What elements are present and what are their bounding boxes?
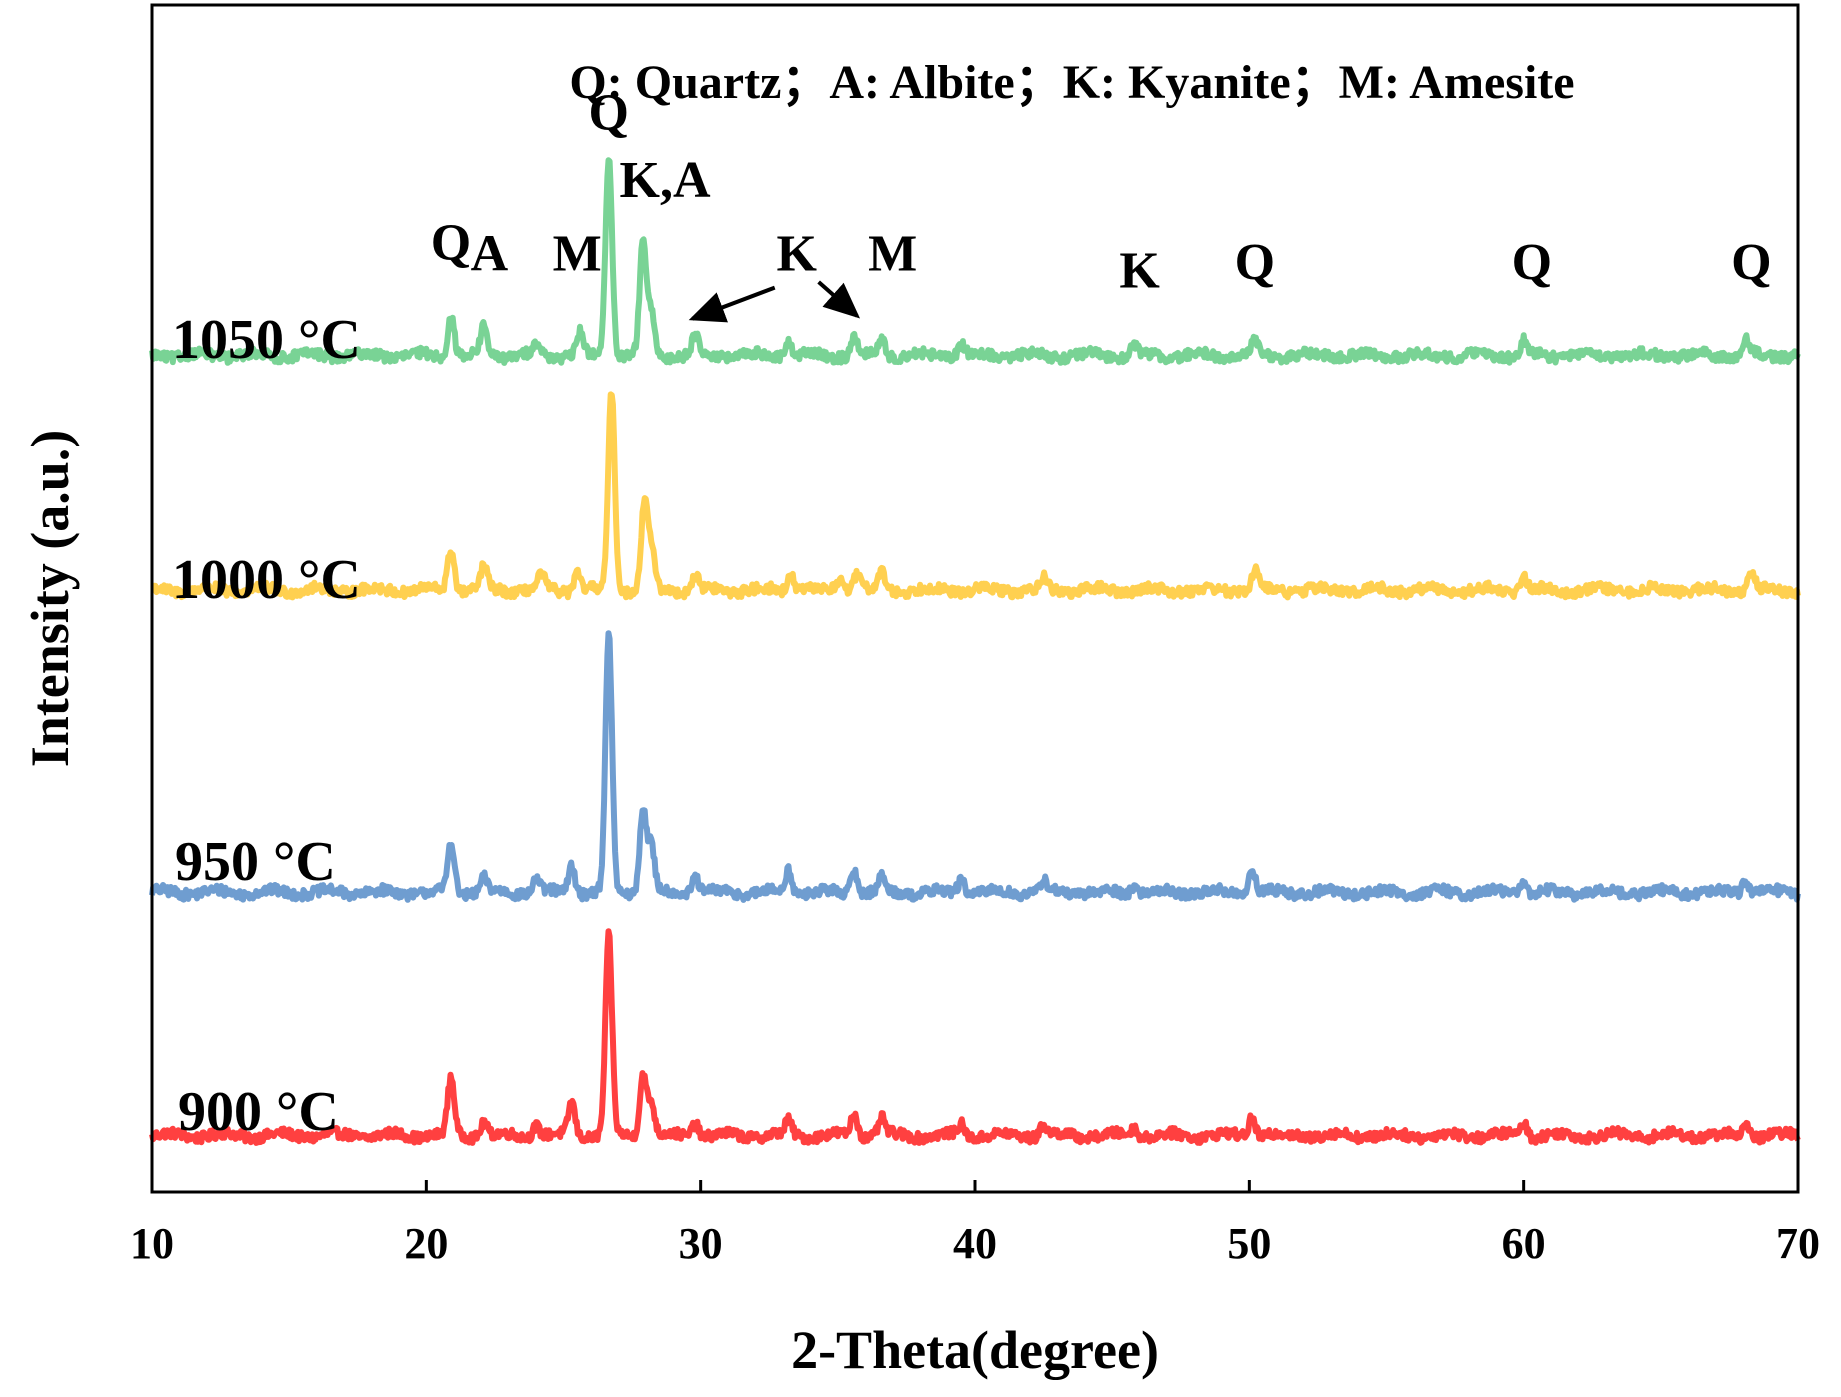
peak-annotation: K	[1119, 243, 1160, 300]
x-axis: 10 20 30 40 50 60 70	[130, 1180, 1820, 1268]
peak-annotation: Q	[589, 84, 629, 141]
series-line-950	[149, 630, 1801, 903]
peak-annotation: M	[868, 226, 917, 283]
peak-annotation: Q	[431, 214, 471, 271]
peak-annotation: K	[776, 226, 817, 283]
phase-legend: Q: Quartz；A: Albite；K: Kyanite；M: Amesit…	[569, 56, 1574, 109]
annotation-arrow	[817, 280, 861, 319]
annotation-arrow	[688, 285, 776, 323]
peak-annotations: Q A MQK,AK M K Q Q Q	[431, 84, 1772, 323]
series-label-900: 900 °C	[178, 1081, 339, 1143]
series-label-1050: 1050 °C	[172, 309, 361, 371]
x-tick-label: 40	[953, 1219, 997, 1268]
series-labels: 900 °C 950 °C 1000 °C 1050 °C	[172, 309, 361, 1143]
plot-frame	[150, 3, 1800, 1194]
series-layer	[149, 157, 1801, 1146]
x-tick-label: 60	[1502, 1219, 1546, 1268]
x-tick-label: 30	[679, 1219, 723, 1268]
peak-annotation: M	[553, 226, 602, 283]
peak-annotation: A	[471, 226, 509, 283]
x-tick-label: 70	[1776, 1219, 1820, 1268]
x-tick-label: 50	[1227, 1219, 1271, 1268]
series-line-900	[149, 928, 1801, 1146]
y-axis-title: Intensity (a.u.)	[20, 430, 80, 768]
peak-annotation: Q	[1235, 234, 1275, 291]
series-label-1000: 1000 °C	[172, 549, 361, 611]
peak-annotation: Q	[1512, 234, 1552, 291]
series-line-1050	[149, 157, 1801, 366]
series-line-1000	[150, 391, 1801, 601]
peak-annotation: K,A	[620, 152, 711, 209]
x-tick-label: 20	[404, 1219, 448, 1268]
x-axis-title: 2-Theta(degree)	[791, 1320, 1159, 1380]
peak-annotation: Q	[1731, 234, 1771, 291]
x-tick-label: 10	[130, 1219, 174, 1268]
series-label-950: 950 °C	[175, 831, 336, 893]
